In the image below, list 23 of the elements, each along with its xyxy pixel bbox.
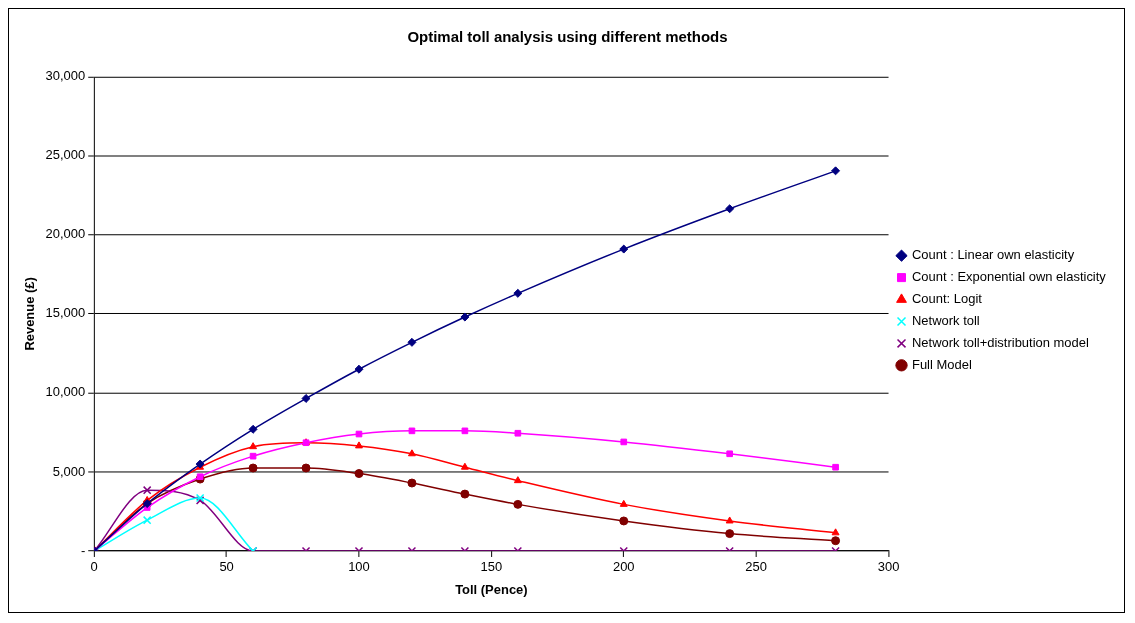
x-tick-label: 300 <box>877 559 900 575</box>
y-tick-label: - <box>80 542 86 558</box>
y-tick-label: 10,000 <box>45 384 86 400</box>
y-axis-title: Revenue (£) <box>22 277 38 351</box>
y-tick-label: 5,000 <box>52 463 86 479</box>
x-tick-label: 200 <box>612 559 635 575</box>
y-tick-label: 30,000 <box>45 68 86 84</box>
x-tick-label: 0 <box>90 559 98 575</box>
x-tick-label: 50 <box>219 559 234 575</box>
x-axis-title: Toll (Pence) <box>455 581 528 597</box>
legend-label: Count : Exponential own elasticity <box>912 269 1107 285</box>
legend-label: Full Model <box>912 356 972 372</box>
legend-label: Network toll <box>912 313 980 329</box>
chart-title: Optimal toll analysis using different methods <box>407 28 728 46</box>
y-tick-label: 25,000 <box>45 147 86 163</box>
y-tick-label: 20,000 <box>45 226 86 242</box>
legend-label: Count : Linear own elasticity <box>912 247 1075 263</box>
x-tick-label: 150 <box>480 559 503 575</box>
y-tick-label: 15,000 <box>45 305 86 321</box>
x-tick-label: 250 <box>745 559 767 575</box>
legend-label: Network toll+distribution model <box>912 334 1089 350</box>
legend-label: Count: Logit <box>912 291 983 307</box>
x-tick-label: 100 <box>348 559 370 575</box>
